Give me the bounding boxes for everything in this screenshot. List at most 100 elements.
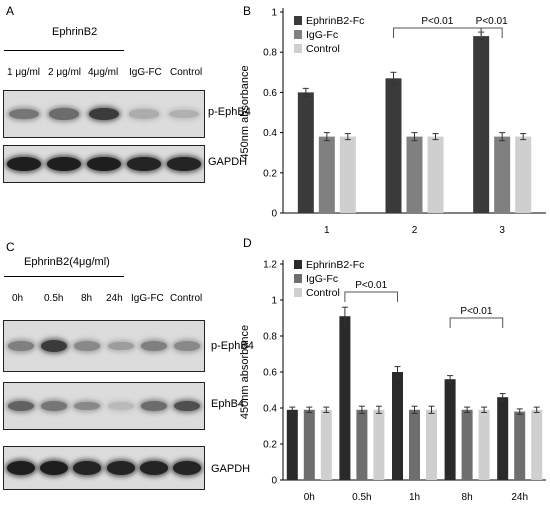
blot-band xyxy=(129,109,159,119)
blot-band xyxy=(173,461,202,475)
panel-c-blot-p-ephb4 xyxy=(3,320,205,372)
blot-band xyxy=(140,461,168,475)
blot-band xyxy=(106,461,135,475)
legend-label: Control xyxy=(306,43,340,55)
y-tick-label: 0.4 xyxy=(263,404,277,415)
legend-swatch xyxy=(294,30,302,39)
panel-c-lane-label: IgG-FC xyxy=(131,293,164,304)
panel-c-label: C xyxy=(6,240,15,254)
blot-band xyxy=(7,401,34,411)
bar xyxy=(444,379,456,480)
bar xyxy=(461,409,473,480)
chart-b: 0 0.2 0.4 0.6 0.8 1 450nm absorbance 1 2 3 EphrinB… xyxy=(239,8,546,236)
blot-band xyxy=(41,401,67,411)
x-tick-label: 3 xyxy=(499,225,505,236)
panel-b-label: B xyxy=(243,4,252,18)
bar xyxy=(297,92,314,213)
bar xyxy=(406,136,423,213)
blot-band xyxy=(74,401,101,411)
legend-label: EphrinB2-Fc xyxy=(306,259,364,271)
panel-c-lane-label: Control xyxy=(170,293,203,304)
blot-band xyxy=(127,157,161,171)
panel-a-label: A xyxy=(6,4,15,18)
legend-swatch xyxy=(294,288,302,297)
panel-a-lane-label: Control xyxy=(170,67,203,78)
panel-a-lane-label: 2 μg/ml xyxy=(48,67,81,78)
panel-a-lane-label: IgG-FC xyxy=(129,67,162,78)
significance-bracket xyxy=(480,27,503,38)
panel-c-lane-label: 0h xyxy=(12,293,24,304)
blot-band xyxy=(167,157,201,171)
x-tick-label: 1 xyxy=(324,225,330,236)
bar xyxy=(473,36,490,214)
bar xyxy=(494,136,511,213)
blot-band xyxy=(141,341,167,351)
blot-label: EphB4 xyxy=(211,398,245,410)
blot-band xyxy=(49,108,79,120)
significance-label: P<0.01 xyxy=(460,306,492,317)
panel-c-group-label: EphrinB2(4μg/ml) xyxy=(24,256,110,268)
panel-a-lane-label: 4μg/ml xyxy=(88,67,119,78)
bar xyxy=(385,78,402,213)
blot-band xyxy=(9,108,39,120)
blot-band xyxy=(141,401,167,411)
bar xyxy=(356,409,368,480)
y-tick-label: 0.8 xyxy=(263,48,277,59)
bar xyxy=(318,136,335,213)
panel-a-blot-p-ephb4 xyxy=(3,90,205,138)
blot-band xyxy=(107,402,134,410)
blot-band xyxy=(7,157,41,171)
blot-band xyxy=(7,341,34,351)
panel-d-label: D xyxy=(243,236,252,250)
blot-band xyxy=(74,341,101,351)
legend-label: EphrinB2-Fc xyxy=(306,15,364,27)
significance-label: P<0.01 xyxy=(421,16,453,27)
panel-c-group-line xyxy=(4,276,124,277)
y-tick-label: 0.8 xyxy=(263,332,277,343)
panel-c-lane-label: 8h xyxy=(81,293,93,304)
significance-bracket xyxy=(344,291,398,302)
y-tick-label: 1 xyxy=(271,8,277,19)
legend-swatch xyxy=(294,44,302,53)
bar xyxy=(286,409,298,480)
significance-label: P<0.01 xyxy=(355,280,387,291)
bar xyxy=(409,409,420,480)
blot-label: GAPDH xyxy=(211,463,251,475)
panel-a-lane-label: 1 μg/ml xyxy=(7,67,40,78)
legend-label: Control xyxy=(306,287,340,299)
panel-a-group-line xyxy=(4,50,124,51)
x-tick-label: 2 xyxy=(412,225,418,236)
blot-band xyxy=(107,341,134,351)
y-tick-label: 0 xyxy=(271,209,277,220)
bar xyxy=(515,136,532,213)
y-tick-label: 0.6 xyxy=(263,88,277,99)
bar xyxy=(339,136,356,213)
panel-a-group-label: EphrinB2 xyxy=(52,26,98,38)
significance-bracket xyxy=(449,317,504,328)
bar xyxy=(478,409,490,480)
blot-label: GAPDH xyxy=(208,156,248,168)
y-tick-label: 1.2 xyxy=(263,260,277,271)
blot-band xyxy=(41,340,67,352)
bar xyxy=(303,409,315,480)
chart-d: 0 0.2 0.4 0.6 0.8 1 1.2 450nm absorbance 0h 0.5h 1… xyxy=(239,259,546,503)
blot-band xyxy=(40,461,68,475)
blot-band xyxy=(89,107,119,121)
x-tick-label: 8h xyxy=(462,492,473,503)
panel-c-blot-gapdh xyxy=(3,446,205,490)
panel-a-blot-gapdh xyxy=(3,145,205,183)
y-axis-label: 450nm absorbance xyxy=(239,325,251,419)
x-tick-label: 24h xyxy=(511,492,528,503)
bar xyxy=(392,372,403,480)
blot-band xyxy=(73,461,102,475)
blot-band xyxy=(169,109,199,119)
legend-label: IgG-Fc xyxy=(306,29,338,41)
blot-band xyxy=(6,461,35,475)
y-axis-label: 450nm absorbance xyxy=(239,65,251,159)
x-tick-label: 0h xyxy=(304,492,315,503)
x-tick-label: 1h xyxy=(409,492,420,503)
y-tick-label: 0.2 xyxy=(263,440,277,451)
panel-c-blot-ephb4 xyxy=(3,382,205,430)
x-tick-label: 0.5h xyxy=(352,492,371,503)
legend-label: IgG-Fc xyxy=(306,273,338,285)
